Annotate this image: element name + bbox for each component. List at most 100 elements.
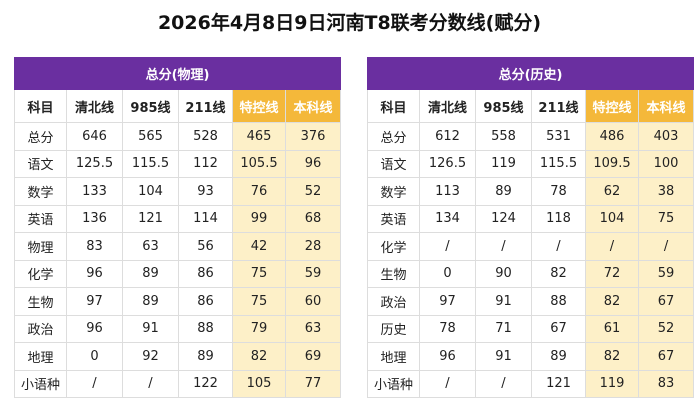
column-header: 科目 — [14, 89, 67, 123]
score-cell: 486 — [585, 122, 639, 151]
score-cell: 0 — [66, 342, 123, 371]
subject-cell: 化学 — [14, 259, 67, 288]
score-cell: 72 — [585, 259, 639, 288]
score-cell: 59 — [284, 259, 342, 288]
score-cell: 79 — [232, 314, 286, 343]
column-header: 特控线 — [232, 89, 286, 123]
score-cell: 119 — [475, 149, 532, 178]
data-row: 地理 0 92 89 82 69 — [14, 342, 342, 371]
score-cell: 112 — [178, 149, 233, 178]
score-cell: / — [475, 232, 532, 261]
score-cell: 97 — [66, 287, 123, 316]
subject-cell: 历史 — [367, 314, 420, 343]
caption-row: 总分(历史) — [366, 57, 695, 90]
score-cell: 91 — [122, 314, 179, 343]
subject-cell: 政治 — [14, 314, 67, 343]
subject-cell: 语文 — [367, 149, 420, 178]
score-cell: 75 — [637, 204, 695, 233]
score-cell: 119 — [585, 369, 639, 398]
score-cell: 91 — [475, 342, 532, 371]
score-cell: 88 — [178, 314, 233, 343]
score-cell: 96 — [284, 149, 342, 178]
score-cell: 99 — [232, 204, 286, 233]
score-cell: 403 — [637, 122, 695, 151]
table-title: 总分(物理) — [13, 57, 342, 90]
score-cell: / — [475, 369, 532, 398]
score-cell: / — [637, 232, 695, 261]
header-row: 科目 清北线 985线 211线 特控线 本科线 — [14, 89, 342, 123]
score-cell: 121 — [531, 369, 586, 398]
score-cell: 124 — [475, 204, 532, 233]
score-cell: 89 — [475, 177, 532, 206]
score-cell: 69 — [284, 342, 342, 371]
score-cell: 531 — [531, 122, 586, 151]
subject-cell: 英语 — [367, 204, 420, 233]
column-header: 特控线 — [585, 89, 639, 123]
subject-cell: 语文 — [14, 149, 67, 178]
score-cell: 96 — [66, 259, 123, 288]
score-cell: 67 — [531, 314, 586, 343]
column-header: 清北线 — [419, 89, 476, 123]
score-cell: 62 — [585, 177, 639, 206]
subject-cell: 总分 — [367, 122, 420, 151]
data-row: 总分 612 558 531 486 403 — [367, 122, 695, 151]
data-row: 政治 96 91 88 79 63 — [14, 314, 342, 343]
score-cell: 90 — [475, 259, 532, 288]
score-cell: 77 — [284, 369, 342, 398]
score-cell: 100 — [637, 149, 695, 178]
score-cell: 118 — [531, 204, 586, 233]
score-cell: 82 — [531, 259, 586, 288]
subject-cell: 数学 — [14, 177, 67, 206]
score-cell: 565 — [122, 122, 179, 151]
score-cell: 42 — [232, 232, 286, 261]
score-cell: 76 — [232, 177, 286, 206]
score-cell: 376 — [284, 122, 342, 151]
score-cell: 89 — [122, 259, 179, 288]
score-cell: 91 — [475, 287, 532, 316]
column-header: 本科线 — [637, 89, 695, 123]
score-cell: 86 — [178, 287, 233, 316]
score-cell: 67 — [637, 287, 695, 316]
score-cell: / — [419, 232, 476, 261]
data-row: 总分 646 565 528 465 376 — [14, 122, 342, 151]
score-cell: 105 — [232, 369, 286, 398]
score-cell: / — [585, 232, 639, 261]
score-cell: 59 — [637, 259, 695, 288]
score-cell: 136 — [66, 204, 123, 233]
column-header: 211线 — [178, 89, 233, 123]
score-cell: 97 — [419, 287, 476, 316]
subject-cell: 英语 — [14, 204, 67, 233]
score-cell: 89 — [531, 342, 586, 371]
score-table: 总分(历史) 科目 清北线 985线 211线 特控线 本科线 总分 612 558 531 486 4… — [366, 57, 695, 398]
data-row: 小语种 //122 105 77 — [14, 369, 342, 398]
subject-cell: 小语种 — [367, 369, 420, 398]
column-header: 本科线 — [284, 89, 342, 123]
score-cell: 68 — [284, 204, 342, 233]
caption-row: 总分(物理) — [13, 57, 342, 90]
score-cell: 646 — [66, 122, 123, 151]
score-cell: 92 — [122, 342, 179, 371]
subject-cell: 生物 — [367, 259, 420, 288]
score-cell: 121 — [122, 204, 179, 233]
score-cell: 558 — [475, 122, 532, 151]
score-cell: 75 — [232, 287, 286, 316]
score-cell: 126.5 — [419, 149, 476, 178]
subject-cell: 地理 — [14, 342, 67, 371]
score-cell: 38 — [637, 177, 695, 206]
data-row: 英语 134 124 118 104 75 — [367, 204, 695, 233]
score-cell: 528 — [178, 122, 233, 151]
score-cell: 109.5 — [585, 149, 639, 178]
column-header: 985线 — [475, 89, 532, 123]
data-row: 物理 83 63 56 42 28 — [14, 232, 342, 261]
data-row: 语文 126.5 119 115.5 109.5 100 — [367, 149, 695, 178]
data-row: 数学 133 104 93 76 52 — [14, 177, 342, 206]
score-cell: 67 — [637, 342, 695, 371]
score-cell: 96 — [66, 314, 123, 343]
data-row: 语文 125.5 115.5 112 105.5 96 — [14, 149, 342, 178]
score-cell: 60 — [284, 287, 342, 316]
score-cell: 114 — [178, 204, 233, 233]
score-cell: 115.5 — [531, 149, 586, 178]
score-cell: 134 — [419, 204, 476, 233]
subject-cell: 生物 — [14, 287, 67, 316]
